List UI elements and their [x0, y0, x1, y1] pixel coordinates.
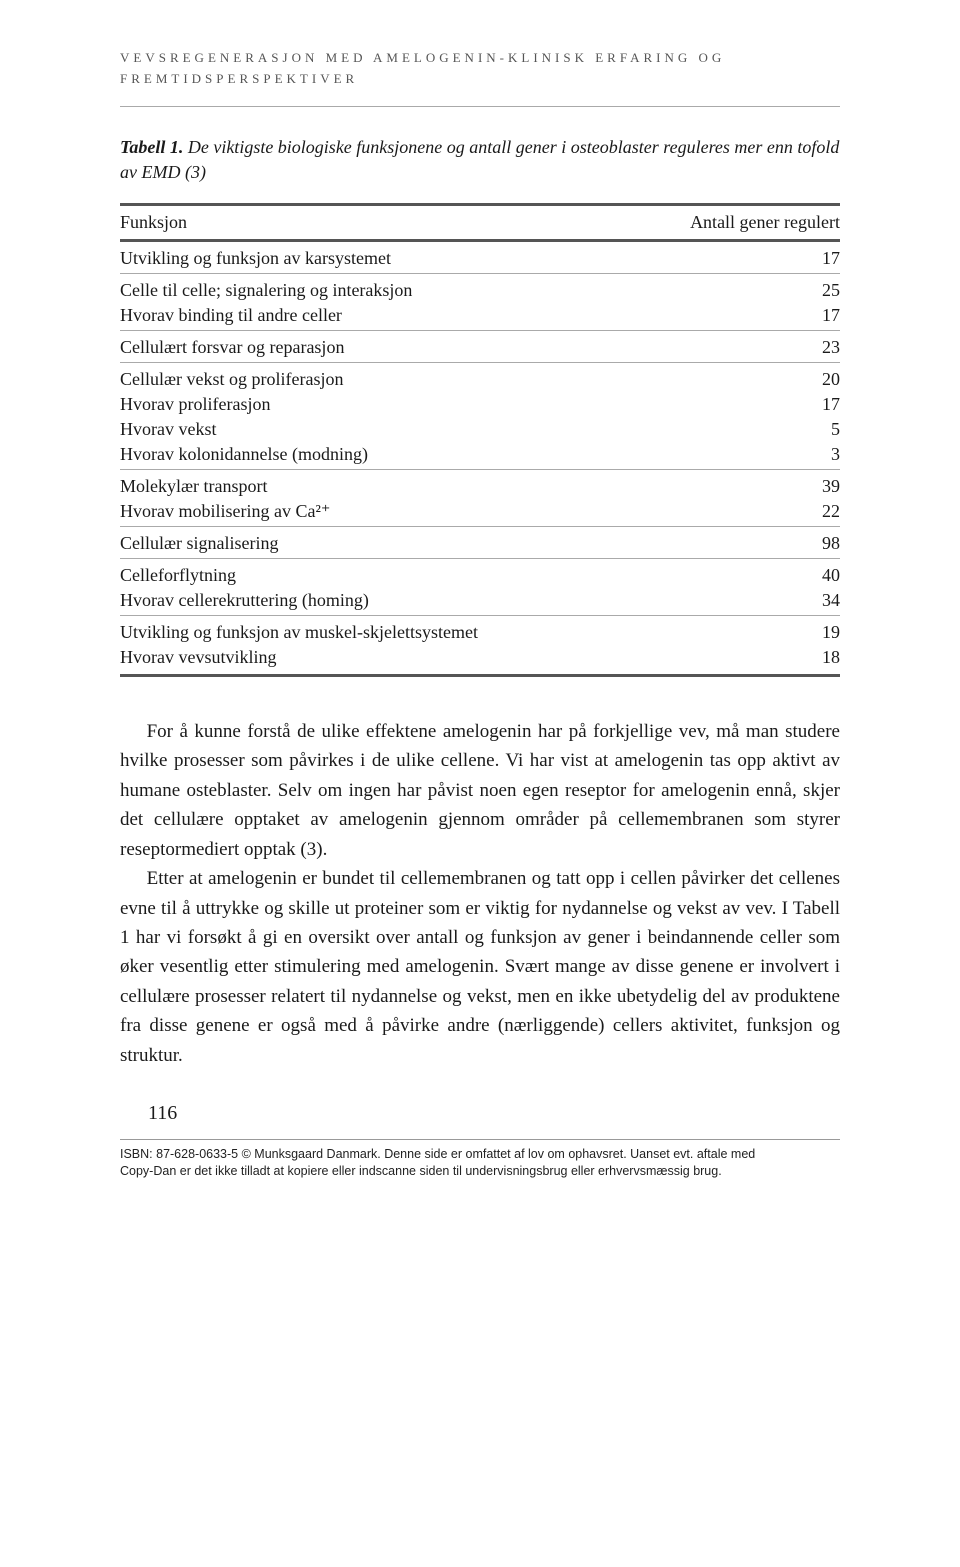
table-cell-value: 23	[627, 330, 840, 362]
table-row: Cellulær signalisering98	[120, 526, 840, 558]
running-head: VEVSREGENERASJON MED AMELOGENIN-KLINISK …	[120, 48, 840, 107]
table-1: Tabell 1. De viktigste biologiske funksj…	[120, 135, 840, 677]
table-row: Cellulært forsvar og reparasjon23	[120, 330, 840, 362]
table-cell-label: Utvikling og funksjon av karsystemet	[120, 240, 627, 273]
table-cell-label: Cellulært forsvar og reparasjon	[120, 330, 627, 362]
table-cell-label: Molekylær transport	[120, 469, 627, 499]
table-row: Celle til celle; signalering og interaks…	[120, 273, 840, 303]
table-cell-value: 17	[627, 240, 840, 273]
table-cell-label: Utvikling og funksjon av muskel-skjelett…	[120, 615, 627, 645]
table-cell-value: 5	[627, 417, 840, 442]
table-cell-value: 3	[627, 442, 840, 470]
table: Funksjon Antall gener regulert Utvikling…	[120, 203, 840, 677]
table-row: Celleforflytning40	[120, 558, 840, 588]
table-row: Hvorav kolonidannelse (modning)3	[120, 442, 840, 470]
table-row: Hvorav cellerekruttering (homing)34	[120, 588, 840, 616]
table-cell-label: Hvorav cellerekruttering (homing)	[120, 588, 627, 616]
table-row: Hvorav mobilisering av Ca²⁺22	[120, 499, 840, 527]
table-cell-label: Hvorav vekst	[120, 417, 627, 442]
table-cell-label: Celleforflytning	[120, 558, 627, 588]
table-cell-value: 20	[627, 362, 840, 392]
table-cell-label: Hvorav vevsutvikling	[120, 645, 627, 676]
table-cell-value: 40	[627, 558, 840, 588]
table-row: Hvorav proliferasjon17	[120, 392, 840, 417]
table-caption: Tabell 1. De viktigste biologiske funksj…	[120, 135, 840, 185]
copyright-notice: ISBN: 87-628-0633-5 © Munksgaard Danmark…	[120, 1146, 840, 1180]
table-cell-label: Hvorav binding til andre celler	[120, 303, 627, 331]
table-row: Utvikling og funksjon av karsystemet17	[120, 240, 840, 273]
table-row: Molekylær transport39	[120, 469, 840, 499]
table-cell-label: Hvorav proliferasjon	[120, 392, 627, 417]
table-head-funksjon: Funksjon	[120, 204, 627, 240]
table-row: Utvikling og funksjon av muskel-skjelett…	[120, 615, 840, 645]
table-cell-label: Hvorav mobilisering av Ca²⁺	[120, 499, 627, 527]
table-row: Cellulær vekst og proliferasjon20	[120, 362, 840, 392]
table-cell-value: 22	[627, 499, 840, 527]
table-cell-value: 19	[627, 615, 840, 645]
copyright-line-1: ISBN: 87-628-0633-5 © Munksgaard Danmark…	[120, 1147, 755, 1161]
paragraph-2: Etter at amelogenin er bundet til cellem…	[120, 864, 840, 1070]
table-cell-value: 34	[627, 588, 840, 616]
body-text: For å kunne forstå de ulike effektene am…	[120, 717, 840, 1070]
table-cell-label: Cellulær vekst og proliferasjon	[120, 362, 627, 392]
table-cell-label: Hvorav kolonidannelse (modning)	[120, 442, 627, 470]
table-caption-text: De viktigste biologiske funksjonene og a…	[120, 137, 839, 182]
table-head-antall: Antall gener regulert	[627, 204, 840, 240]
table-caption-label: Tabell 1.	[120, 137, 183, 157]
copyright-line-2: Copy-Dan er det ikke tilladt at kopiere …	[120, 1164, 722, 1178]
page-number: 116	[148, 1102, 840, 1125]
table-cell-label: Celle til celle; signalering og interaks…	[120, 273, 627, 303]
table-cell-value: 98	[627, 526, 840, 558]
table-row: Hvorav vekst5	[120, 417, 840, 442]
table-cell-value: 17	[627, 392, 840, 417]
table-cell-label: Cellulær signalisering	[120, 526, 627, 558]
table-cell-value: 18	[627, 645, 840, 676]
footer-rule	[120, 1139, 840, 1140]
table-cell-value: 39	[627, 469, 840, 499]
table-cell-value: 25	[627, 273, 840, 303]
table-row: Hvorav vevsutvikling18	[120, 645, 840, 676]
table-cell-value: 17	[627, 303, 840, 331]
table-row: Hvorav binding til andre celler17	[120, 303, 840, 331]
paragraph-1: For å kunne forstå de ulike effektene am…	[120, 717, 840, 864]
